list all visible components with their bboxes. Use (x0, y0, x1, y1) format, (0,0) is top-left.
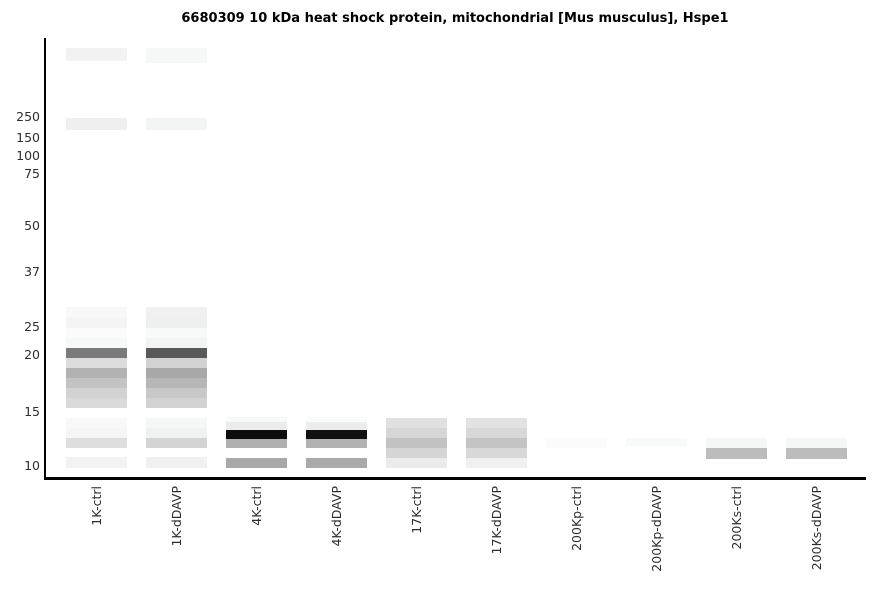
y-tick-label: 50 (24, 218, 40, 233)
protein-band (66, 378, 127, 388)
protein-band (146, 398, 207, 408)
lane-label: 200Kp-dDAVP (648, 486, 664, 572)
lane-label: 200Kp-ctrl (568, 486, 584, 551)
protein-band (146, 368, 207, 378)
protein-band (66, 307, 127, 317)
protein-band (626, 438, 687, 446)
protein-band (386, 428, 447, 438)
protein-band (66, 388, 127, 398)
y-tick-label: 250 (16, 109, 40, 124)
lane-label: 17K-dDAVP (488, 486, 504, 555)
protein-band (146, 378, 207, 388)
protein-band (66, 368, 127, 378)
protein-band (66, 358, 127, 368)
y-axis-line (44, 38, 46, 480)
protein-band (66, 398, 127, 408)
protein-band (66, 328, 127, 338)
lane-label: 200Ks-ctrl (728, 486, 744, 550)
y-tick-label: 75 (24, 166, 40, 181)
protein-band (146, 338, 207, 348)
protein-band (706, 438, 767, 448)
protein-band (786, 438, 847, 448)
protein-band (466, 438, 527, 448)
protein-band (386, 438, 447, 448)
protein-band (226, 430, 287, 439)
protein-band (306, 430, 367, 439)
protein-band (706, 448, 767, 459)
y-tick-label: 10 (24, 458, 40, 473)
lane-label: 1K-ctrl (88, 486, 104, 526)
protein-band (226, 422, 287, 430)
protein-band (466, 428, 527, 438)
protein-band (146, 457, 207, 468)
y-tick-label: 15 (24, 404, 40, 419)
protein-band (306, 417, 367, 422)
protein-band (306, 439, 367, 448)
protein-band (146, 317, 207, 328)
protein-band (146, 358, 207, 368)
protein-band (306, 422, 367, 430)
protein-band (146, 428, 207, 438)
protein-band (786, 448, 847, 459)
lane-label: 17K-ctrl (408, 486, 424, 534)
protein-band (466, 448, 527, 458)
protein-band (386, 458, 447, 468)
y-tick-label: 25 (24, 319, 40, 334)
figure-title: 6680309 10 kDa heat shock protein, mitoc… (181, 11, 729, 26)
lane-label: 200Ks-dDAVP (808, 486, 824, 571)
protein-band (146, 118, 207, 130)
y-tick-label: 150 (16, 130, 40, 145)
x-axis-line (44, 477, 866, 480)
lane-label: 1K-dDAVP (168, 486, 184, 547)
protein-band (66, 348, 127, 358)
protein-band (146, 48, 207, 63)
y-tick-label: 20 (24, 347, 40, 362)
protein-band (66, 317, 127, 328)
protein-band (226, 458, 287, 468)
protein-band (66, 418, 127, 428)
protein-band (146, 418, 207, 428)
protein-band (146, 348, 207, 358)
y-tick-label: 37 (24, 264, 40, 279)
protein-band (546, 439, 607, 448)
lane-label: 4K-dDAVP (328, 486, 344, 547)
y-tick-label: 100 (16, 148, 40, 163)
protein-band (66, 438, 127, 448)
protein-band (66, 428, 127, 438)
protein-band (66, 338, 127, 348)
lane-label: 4K-ctrl (248, 486, 264, 526)
protein-band (466, 458, 527, 468)
protein-band (146, 307, 207, 317)
protein-band (146, 328, 207, 338)
protein-band (466, 418, 527, 428)
protein-band (386, 448, 447, 458)
protein-band (226, 439, 287, 448)
protein-band (146, 438, 207, 448)
protein-band (66, 118, 127, 130)
protein-band (386, 418, 447, 428)
protein-band (146, 388, 207, 398)
protein-band (226, 417, 287, 422)
protein-band (306, 458, 367, 468)
protein-band (66, 48, 127, 61)
protein-band (66, 457, 127, 468)
